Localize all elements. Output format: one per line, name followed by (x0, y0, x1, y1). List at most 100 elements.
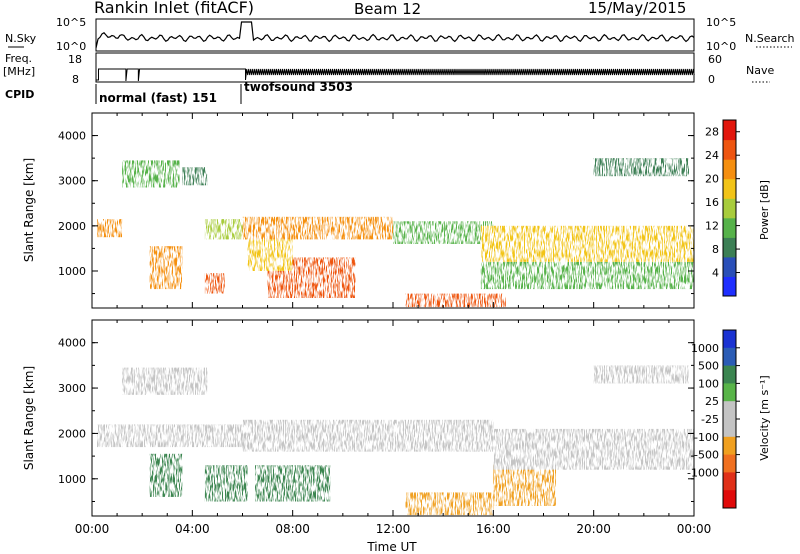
power-panel: 1000 2000 3000 4000 (58, 112, 695, 309)
echo-band (405, 293, 506, 308)
echo-band (149, 453, 183, 497)
cpid-label: CPID (5, 88, 34, 101)
nsky-tick-bottom: 10^0 (56, 40, 86, 53)
velocity-colorbar-tick-label: -1000 (687, 466, 719, 479)
beam-title: Beam 12 (354, 0, 421, 18)
echo-band (393, 221, 494, 244)
nsky-tick-top: 10^5 (56, 16, 86, 29)
x-tick-label: 04:00 (175, 522, 210, 536)
mode-label-1: twofsound 3503 (244, 80, 353, 94)
echo-band (480, 225, 694, 262)
echo-band (593, 158, 689, 177)
echo-band (242, 419, 494, 452)
velocity-colorbar-segment (723, 330, 736, 349)
velocity-colorbar-tick-label: 1000 (691, 342, 719, 355)
nsearch-label: N.Search (745, 32, 795, 45)
echo-band (242, 216, 393, 240)
power-colorbar-segment (723, 159, 736, 180)
power-colorbar-tick-label: 4 (712, 267, 719, 280)
velocity-axes: 1000 2000 3000 4000 00:00 04:00 08:00 12:00 16:0… (58, 320, 711, 536)
velocity-colorbar-tick-label: -500 (694, 449, 719, 462)
echo-band (149, 246, 183, 290)
y-tick-label: 2000 (58, 427, 86, 440)
velocity-colorbar-segment (723, 347, 736, 367)
mode-label-0: normal (fast) 151 (99, 91, 217, 105)
velocity-colorbar-tick-label: 100 (698, 377, 719, 390)
nsearch-tick-bottom: 10^0 (706, 40, 736, 53)
power-colorbar-tick-label: 24 (705, 149, 719, 162)
power-colorbar-segment (723, 198, 736, 219)
nsky-strip (95, 18, 695, 52)
freq-tick-top: 18 (68, 53, 82, 66)
y-tick-label: 3000 (58, 175, 86, 188)
echo-band (97, 424, 248, 448)
echo-band (122, 160, 180, 188)
echo-band (204, 465, 248, 502)
freq-trace (96, 68, 695, 82)
power-colorbar-tick-label: 12 (705, 220, 719, 233)
nave-label: Nave (746, 64, 774, 77)
x-tick-label: 00:00 (75, 522, 110, 536)
power-echo-bands (97, 158, 694, 308)
echo-band (593, 365, 689, 384)
power-colorbar-tick-label: 20 (705, 173, 719, 186)
freq-unit-label: [MHz] (3, 65, 35, 78)
power-y-axis-label: Slant Range [km] (22, 158, 36, 262)
freq-strip (95, 52, 695, 83)
velocity-colorbar: 1000 500 100 25 -25 -100 -500 -1000 (687, 329, 740, 509)
velocity-y-axis-label: Slant Range [km] (22, 366, 36, 470)
power-colorbar-segment (723, 276, 736, 297)
nsearch-tick-top: 10^5 (706, 16, 736, 29)
freq-label: Freq. (5, 52, 32, 65)
power-colorbar-tick-label: 8 (712, 243, 719, 256)
velocity-colorbar-tick-label: 500 (698, 360, 719, 373)
velocity-colorbar-tick-label: -100 (694, 431, 719, 444)
y-tick-label: 2000 (58, 220, 86, 233)
x-tick-label: 20:00 (576, 522, 611, 536)
nsky-label: N.Sky (5, 32, 37, 45)
power-colorbar-segment (723, 178, 736, 199)
velocity-colorbar-segment (723, 490, 736, 509)
nsky-trace (95, 21, 695, 49)
power-colorbar-segment (723, 237, 736, 258)
echo-band (97, 219, 123, 238)
cpid-strip (95, 84, 242, 104)
power-colorbar-segment (723, 120, 736, 141)
x-tick-label: 12:00 (376, 522, 411, 536)
nave-tick-bottom: 0 (708, 73, 715, 86)
velocity-colorbar-segment (723, 454, 736, 473)
power-colorbar-segment (723, 139, 736, 160)
power-colorbar-frame (722, 119, 737, 297)
station-title: Rankin Inlet (fitACF) (94, 0, 254, 17)
power-colorbar-tick-label: 28 (705, 126, 719, 139)
echo-band (247, 239, 293, 271)
nave-tick-top: 60 (708, 53, 722, 66)
power-colorbar-segment (723, 217, 736, 238)
x-tick-label: 16:00 (476, 522, 511, 536)
x-tick-label: 08:00 (275, 522, 310, 536)
y-tick-label: 4000 (58, 130, 86, 143)
velocity-colorbar-segment (723, 383, 736, 402)
velocity-colorbar-segment (723, 365, 736, 384)
velocity-colorbar-segment (723, 401, 736, 420)
echo-band (122, 367, 208, 395)
power-colorbar-label: Power [dB] (758, 180, 771, 240)
echo-band (255, 465, 331, 502)
velocity-colorbar-tick-label: -25 (701, 413, 719, 426)
echo-band (204, 273, 225, 294)
power-colorbar-segment (723, 256, 736, 277)
freq-tick-bottom: 8 (72, 73, 79, 86)
echo-band (182, 167, 208, 186)
x-axis-label: Time UT (366, 540, 417, 554)
velocity-colorbar-label: Velocity [m s⁻¹] (758, 375, 771, 460)
echo-band (480, 262, 694, 290)
echo-band (493, 428, 694, 470)
echo-band (204, 219, 248, 240)
power-colorbar-tick-label: 16 (705, 196, 719, 209)
echo-band (405, 492, 494, 516)
velocity-colorbar-tick-label: 25 (705, 395, 719, 408)
velocity-colorbar-segment (723, 436, 736, 456)
x-tick-label: 00:00 (677, 522, 712, 536)
y-tick-label: 4000 (58, 337, 86, 350)
